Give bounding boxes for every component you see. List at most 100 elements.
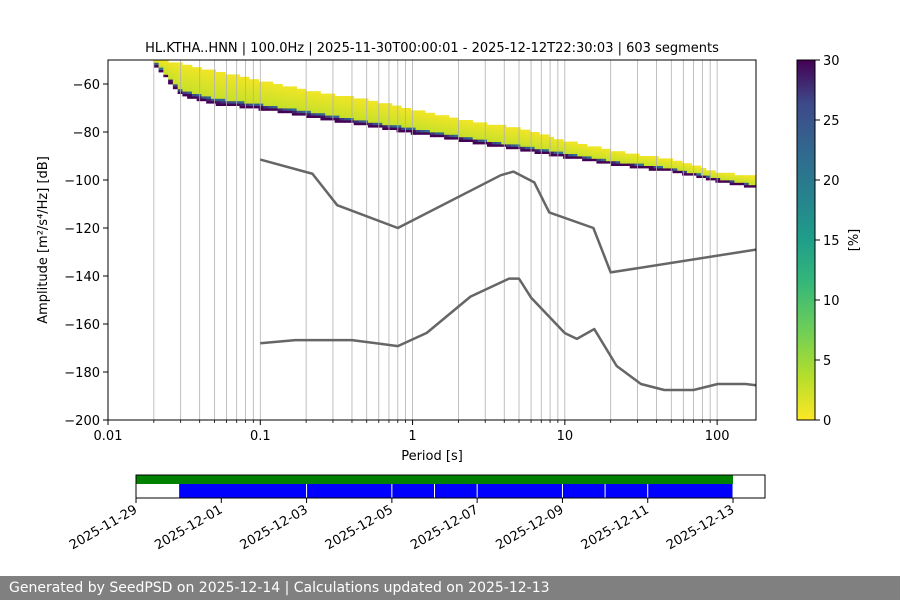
psd-cell: [220, 88, 226, 92]
psd-cell: [653, 160, 659, 164]
psd-cell: [282, 96, 288, 99]
psd-cell: [715, 175, 721, 178]
psd-cell: [439, 122, 445, 126]
psd-cell: [515, 136, 521, 140]
psd-cell: [486, 134, 493, 138]
psd-cell: [168, 79, 174, 82]
psd-cell: [353, 117, 359, 121]
psd-cell: [448, 122, 455, 126]
psd-cell: [234, 88, 240, 92]
psd-cell: [434, 124, 440, 128]
psd-cell: [501, 141, 507, 145]
psd-cell: [172, 69, 179, 73]
psd-cell: [201, 98, 207, 102]
psd-cell: [444, 120, 450, 123]
psd-cell: [263, 105, 269, 109]
psd-cell: [201, 96, 207, 99]
psd-cell: [534, 151, 540, 154]
psd-cell: [753, 180, 756, 183]
psd-cell: [244, 96, 250, 99]
psd-cell: [653, 156, 659, 159]
psd-cell: [563, 144, 569, 147]
psd-cell: [520, 146, 526, 150]
psd-cell: [558, 146, 564, 150]
psd-cell: [486, 132, 493, 135]
psd-cell: [291, 112, 298, 116]
psd-cell: [258, 91, 264, 94]
psd-cell: [334, 112, 340, 116]
psd-cell: [358, 100, 364, 104]
psd-cell: [448, 132, 455, 135]
psd-cell: [196, 88, 202, 92]
psd-cell: [577, 144, 583, 147]
psd-cell: [496, 124, 502, 128]
timeline-tick-label: 2025-12-13: [664, 502, 737, 553]
psd-cell: [249, 103, 255, 106]
psd-cell: [548, 153, 554, 157]
psd-cell: [210, 76, 217, 80]
psd-cell: [391, 108, 397, 111]
psd-cell: [306, 110, 312, 114]
psd-cell: [415, 120, 421, 123]
psd-cell: [472, 132, 478, 135]
psd-cell: [539, 134, 545, 138]
psd-cell: [610, 153, 616, 157]
psd-cell: [191, 69, 198, 73]
psd-cell: [325, 93, 331, 97]
psd-cell: [282, 100, 288, 104]
psd-cell: [268, 105, 274, 109]
psd-cell: [277, 100, 283, 104]
psd-cell: [287, 86, 293, 90]
psd-cell: [263, 86, 269, 90]
psd-cell: [420, 115, 426, 118]
psd-cell: [467, 122, 474, 126]
psd-cell: [348, 103, 355, 106]
psd-cell: [348, 110, 355, 114]
psd-cell: [206, 69, 212, 73]
psd-cell: [605, 160, 612, 164]
psd-cell: [206, 96, 212, 99]
psd-cell: [401, 127, 407, 130]
psd-cell: [239, 88, 245, 92]
psd-cell: [277, 105, 283, 109]
psd-cell: [244, 98, 250, 102]
psd-cell: [472, 129, 478, 133]
psd-cell: [363, 117, 369, 121]
psd-cell: [225, 91, 231, 94]
psd-cell: [220, 93, 226, 97]
colorbar-ticks: 0 5 10 15 20 25 30: [815, 54, 840, 429]
psd-cell: [653, 158, 659, 162]
psd-cell: [210, 79, 217, 82]
psd-cell: [406, 122, 412, 126]
psd-cell: [244, 81, 250, 85]
psd-cell: [177, 88, 183, 92]
psd-cell: [291, 88, 298, 92]
psd-cell: [648, 168, 654, 171]
psd-cell: [563, 151, 569, 154]
psd-cell: [458, 139, 464, 142]
psd-cell: [310, 100, 317, 104]
psd-cell: [629, 163, 635, 166]
psd-cell: [206, 72, 212, 75]
psd-cell: [372, 117, 378, 121]
psd-cell: [187, 74, 193, 78]
psd-cell: [344, 98, 350, 102]
psd-cell: [582, 153, 588, 157]
psd-cell: [534, 136, 540, 140]
psd-cell: [510, 136, 516, 140]
psd-cell: [401, 115, 407, 118]
psd-cell: [339, 112, 345, 116]
psd-cell: [539, 148, 545, 152]
psd-cell: [406, 115, 412, 118]
psd-cell: [329, 103, 336, 106]
psd-cell: [615, 160, 621, 164]
psd-cell: [567, 153, 574, 157]
psd-cell: [391, 124, 397, 128]
psd-cell: [272, 96, 278, 99]
psd-cell: [367, 117, 374, 121]
psd-cell: [501, 144, 507, 147]
psd-cell: [344, 108, 350, 111]
psd-cell: [182, 69, 188, 73]
psd-cell: [158, 67, 164, 70]
psd-cell: [310, 98, 317, 102]
